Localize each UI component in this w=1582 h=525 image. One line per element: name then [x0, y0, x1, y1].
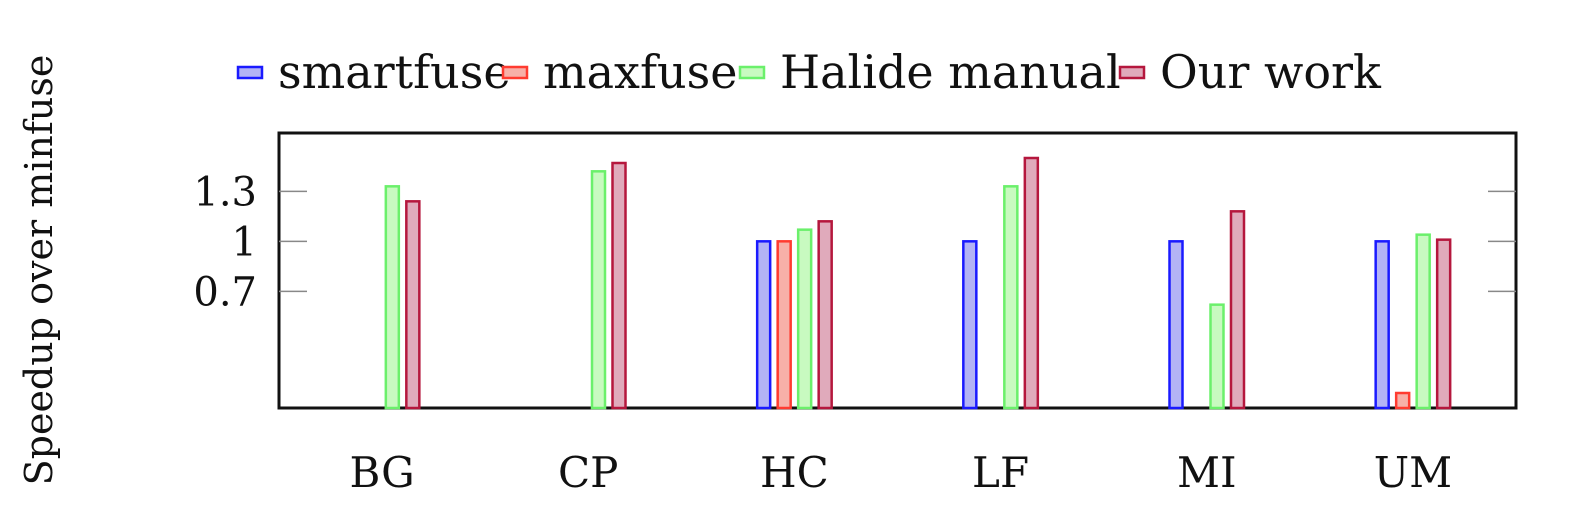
- bar-HC-halide-manual: [796, 228, 813, 410]
- legend-label: maxfuse: [543, 45, 737, 99]
- bar-LF-smartfuse: [962, 240, 978, 410]
- x-tick-label: LF: [972, 448, 1029, 497]
- y-tick-label: 1.3: [193, 169, 257, 215]
- x-tick-label: HC: [760, 448, 829, 497]
- legend-label: Our work: [1160, 45, 1382, 99]
- y-tick-label: 1: [232, 219, 257, 265]
- legend-swatch: [1118, 65, 1146, 80]
- legend-label: Halide manual: [780, 45, 1121, 99]
- bar-BG-halide-manual: [384, 185, 401, 410]
- bar-UM-maxfuse: [1394, 391, 1411, 410]
- y-axis-ticks: 0.711.3: [193, 169, 1516, 315]
- bar-HC-maxfuse: [776, 240, 792, 410]
- legend-swatch: [738, 65, 766, 80]
- bars: [384, 156, 1452, 410]
- plot-frame: [277, 131, 1518, 410]
- bar-MI-smartfuse: [1168, 240, 1184, 410]
- bar-UM-smartfuse: [1374, 240, 1390, 410]
- bar-UM-our-work: [1435, 238, 1452, 410]
- bar-CP-our-work: [611, 161, 627, 410]
- legend-label: smartfuse: [278, 45, 511, 99]
- x-axis-labels: BG CP HC LF MI UM: [349, 448, 1452, 497]
- legend-swatch: [501, 65, 529, 80]
- x-tick-label: MI: [1177, 448, 1237, 497]
- y-axis-label: Speedup over minfuse: [17, 55, 61, 486]
- legend: smartfuse maxfuse Halide manual Our work: [236, 45, 1382, 99]
- x-tick-label: BG: [349, 448, 414, 497]
- bar-UM-halide-manual: [1415, 233, 1431, 410]
- legend-swatch: [236, 65, 264, 80]
- bar-CP-halide-manual: [590, 170, 607, 410]
- bar-MI-halide-manual: [1209, 303, 1225, 410]
- bar-HC-our-work: [817, 220, 833, 410]
- x-tick-label: CP: [558, 448, 618, 497]
- x-tick-label: UM: [1374, 448, 1452, 497]
- bar-LF-halide-manual: [1003, 185, 1019, 410]
- bar-MI-our-work: [1229, 210, 1246, 410]
- bar-BG-our-work: [405, 200, 421, 410]
- bar-HC-smartfuse: [755, 240, 772, 410]
- y-tick-label: 0.7: [193, 269, 257, 315]
- bar-LF-our-work: [1023, 156, 1040, 410]
